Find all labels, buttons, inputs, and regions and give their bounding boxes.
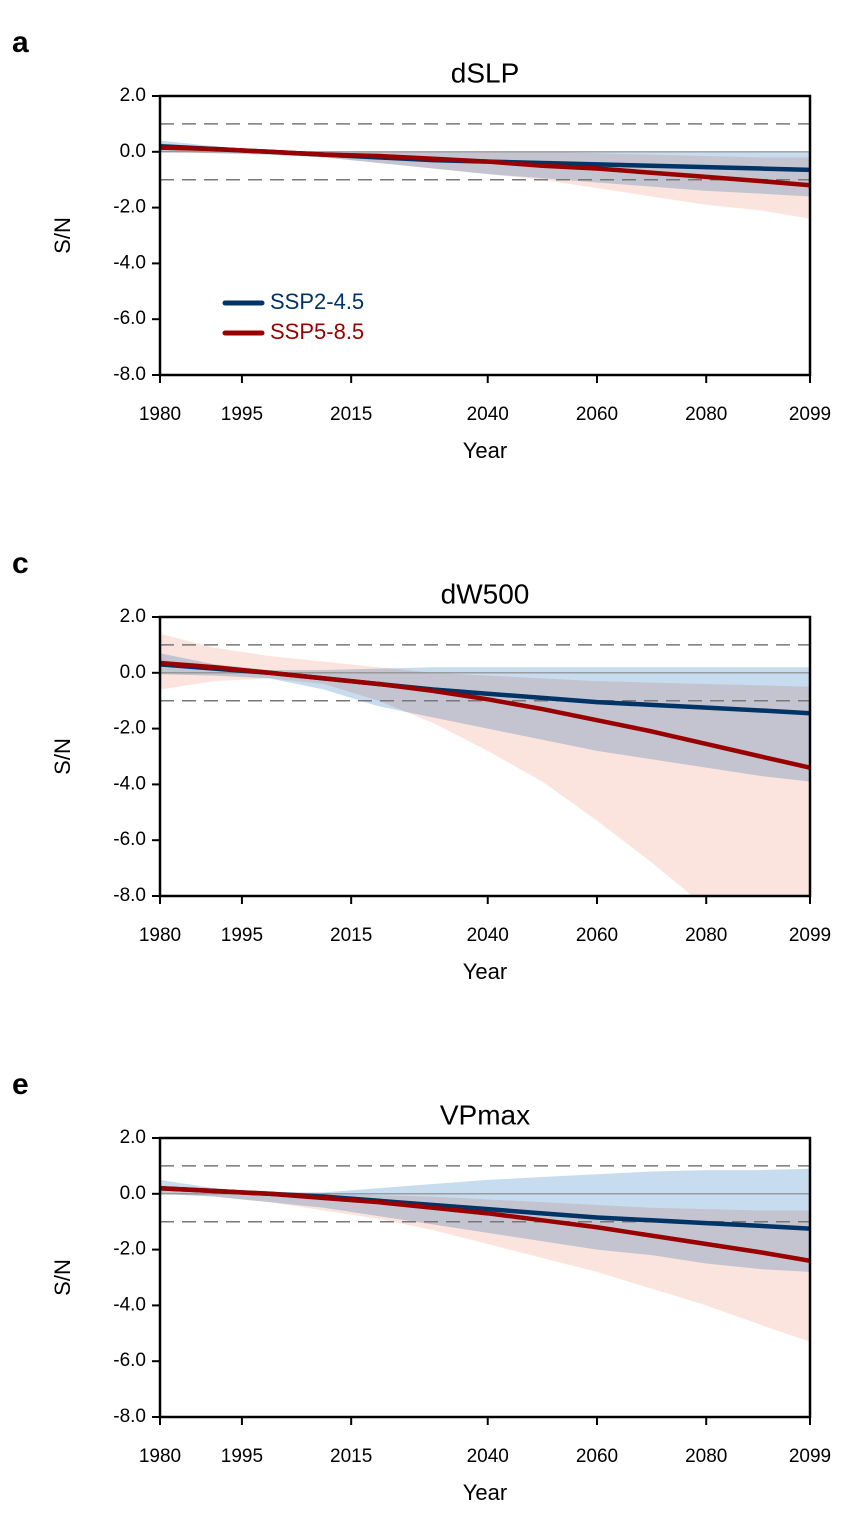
- chart-title: dW500: [441, 578, 530, 609]
- y-axis-label: S/N: [50, 1259, 75, 1296]
- x-axis-label: Year: [463, 438, 507, 463]
- panel-label: e: [12, 1068, 29, 1101]
- y-tick-label: -2.0: [113, 718, 146, 739]
- x-tick-label: 2040: [467, 404, 509, 425]
- y-tick-label: -2.0: [113, 197, 146, 218]
- x-tick-label: 2099: [789, 925, 831, 946]
- legend-label: SSP5-8.5: [270, 319, 364, 344]
- x-axis-label: Year: [463, 959, 507, 984]
- chart-title: VPmax: [440, 1099, 530, 1130]
- x-tick-label: 2015: [330, 1446, 372, 1467]
- x-tick-label: 2080: [685, 1446, 727, 1467]
- y-tick-label: -4.0: [113, 1294, 146, 1315]
- x-tick-label: 1995: [221, 925, 263, 946]
- y-tick-label: 2.0: [120, 85, 146, 106]
- y-axis-label: S/N: [50, 217, 75, 254]
- y-tick-label: -6.0: [113, 1350, 146, 1371]
- x-tick-label: 2099: [789, 404, 831, 425]
- x-tick-label: 2060: [576, 404, 618, 425]
- panel-label: c: [12, 547, 29, 580]
- y-tick-label: -4.0: [113, 252, 146, 273]
- plot-area: [160, 633, 810, 896]
- x-tick-label: 2015: [330, 925, 372, 946]
- x-tick-label: 1980: [139, 925, 181, 946]
- panel-label: a: [12, 26, 29, 59]
- x-tick-label: 1995: [221, 404, 263, 425]
- x-tick-label: 2060: [576, 1446, 618, 1467]
- plot-area: [160, 1165, 810, 1342]
- y-tick-label: 2.0: [120, 606, 146, 627]
- x-tick-label: 2040: [467, 925, 509, 946]
- uncertainty-band: [160, 1185, 810, 1342]
- chart-title: dSLP: [451, 57, 520, 88]
- y-tick-label: -8.0: [113, 885, 146, 906]
- y-tick-label: -6.0: [113, 308, 146, 329]
- y-tick-label: 0.0: [120, 662, 146, 683]
- x-tick-label: 2040: [467, 1446, 509, 1467]
- y-tick-label: -2.0: [113, 1239, 146, 1260]
- plot-frame: [158, 615, 812, 898]
- series-line: [160, 145, 810, 188]
- y-tick-label: 0.0: [120, 1183, 146, 1204]
- x-tick-label: 2060: [576, 925, 618, 946]
- plot-frame: [158, 1136, 812, 1419]
- uncertainty-band: [160, 143, 810, 219]
- x-tick-label: 2080: [685, 404, 727, 425]
- y-tick-label: -6.0: [113, 829, 146, 850]
- y-tick-label: 2.0: [120, 1127, 146, 1148]
- uncertainty-band: [160, 633, 810, 896]
- series-line: [160, 1185, 810, 1263]
- x-tick-label: 2099: [789, 1446, 831, 1467]
- plot-frame: [158, 94, 812, 377]
- legend-label: SSP2-4.5: [270, 289, 364, 314]
- y-tick-label: -4.0: [113, 773, 146, 794]
- x-tick-label: 1980: [139, 1446, 181, 1467]
- x-axis-label: Year: [463, 1480, 507, 1505]
- y-tick-label: -8.0: [113, 1406, 146, 1427]
- x-tick-label: 1995: [221, 1446, 263, 1467]
- plot-area: [160, 123, 810, 219]
- x-tick-label: 2015: [330, 404, 372, 425]
- y-axis-label: S/N: [50, 738, 75, 775]
- y-tick-label: -8.0: [113, 364, 146, 385]
- y-tick-label: 0.0: [120, 141, 146, 162]
- x-tick-label: 1980: [139, 404, 181, 425]
- x-tick-label: 2080: [685, 925, 727, 946]
- series-line: [160, 660, 810, 770]
